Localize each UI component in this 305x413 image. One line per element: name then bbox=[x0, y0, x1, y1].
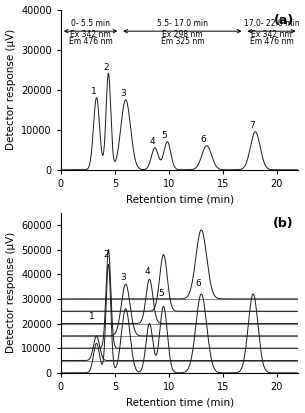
Text: 5: 5 bbox=[162, 131, 167, 140]
Text: 2: 2 bbox=[103, 251, 109, 259]
Text: (b): (b) bbox=[273, 218, 294, 230]
Text: 4: 4 bbox=[149, 137, 155, 146]
Text: (a): (a) bbox=[274, 14, 294, 27]
Text: 7: 7 bbox=[250, 121, 256, 130]
Y-axis label: Detector response (μV): Detector response (μV) bbox=[5, 232, 16, 354]
Text: Ex 342 nm: Ex 342 nm bbox=[70, 30, 111, 39]
Text: 6: 6 bbox=[201, 135, 206, 144]
Text: 5: 5 bbox=[158, 289, 164, 298]
X-axis label: Retention time (min): Retention time (min) bbox=[126, 195, 234, 204]
Text: 1: 1 bbox=[91, 87, 97, 96]
Text: 17.0- 22.0 min: 17.0- 22.0 min bbox=[244, 19, 299, 28]
Text: Ex 342 nm: Ex 342 nm bbox=[251, 30, 292, 39]
Text: Em 476 nm: Em 476 nm bbox=[69, 37, 113, 46]
Text: Ex 298 nm: Ex 298 nm bbox=[162, 30, 203, 39]
Text: 1: 1 bbox=[89, 312, 95, 321]
Text: 3: 3 bbox=[120, 273, 126, 282]
Text: 5.5- 17.0 min: 5.5- 17.0 min bbox=[157, 19, 208, 28]
Text: 4: 4 bbox=[145, 266, 150, 275]
Text: 2: 2 bbox=[103, 63, 109, 71]
Y-axis label: Detector response (μV): Detector response (μV) bbox=[5, 29, 16, 150]
X-axis label: Retention time (min): Retention time (min) bbox=[126, 397, 234, 408]
Text: Em 325 nm: Em 325 nm bbox=[160, 37, 204, 46]
Text: 3: 3 bbox=[120, 89, 126, 97]
Text: 6: 6 bbox=[195, 279, 201, 288]
Text: 0- 5.5 min: 0- 5.5 min bbox=[71, 19, 110, 28]
Text: Em 476 nm: Em 476 nm bbox=[249, 37, 293, 46]
